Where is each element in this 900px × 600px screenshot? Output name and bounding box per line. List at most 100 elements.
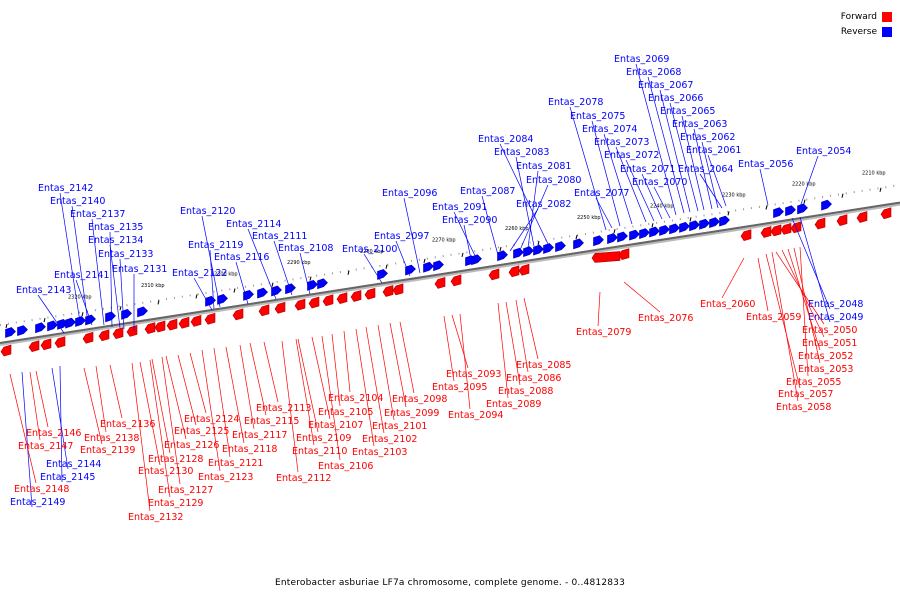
reverse-gene-arrow	[659, 225, 670, 236]
reverse-gene-label: Entas_2141	[54, 270, 109, 281]
forward-gene-label: Entas_2124	[184, 414, 239, 425]
forward-gene-leader	[189, 352, 207, 414]
forward-gene-arrow	[112, 327, 124, 339]
reverse-gene-label: Entas_2073	[594, 137, 649, 148]
forward-gene-arrow	[322, 294, 334, 307]
forward-gene-label: Entas_2126	[164, 440, 219, 451]
forward-gene-leader	[443, 315, 455, 382]
reverse-gene-arrow	[137, 306, 148, 318]
forward-gene-leader	[149, 359, 171, 498]
reverse-gene-arrow	[543, 243, 554, 254]
reverse-gene-label: Entas_2071	[620, 164, 675, 175]
reverse-gene-leader	[509, 208, 539, 252]
reverse-gene-arrow	[243, 289, 254, 301]
forward-gene-leader	[377, 324, 395, 421]
forward-gene-label: Entas_2106	[318, 461, 373, 472]
reverse-gene-arrow	[533, 244, 544, 256]
forward-gene-arrow	[618, 248, 630, 261]
reverse-gene-label: Entas_2066	[648, 93, 703, 104]
scale-tick	[271, 282, 274, 287]
forward-gene-label: Entas_2089	[486, 399, 541, 410]
reverse-gene-leader	[463, 224, 473, 265]
forward-gene-label: Entas_2118	[222, 444, 277, 455]
scale-tick	[575, 235, 578, 240]
axis-tick-label: 2220 kbp	[792, 181, 816, 187]
forward-gene-label: Entas_2130	[138, 466, 193, 477]
reverse-gene-arrow	[573, 238, 584, 250]
reverse-gene-leader	[91, 218, 105, 326]
scale-tick	[5, 323, 8, 329]
forward-gene-arrow	[488, 268, 500, 281]
forward-gene-leader	[365, 326, 385, 434]
forward-gene-leader	[225, 346, 245, 444]
forward-gene-leader	[623, 281, 661, 313]
scale-tick	[347, 270, 350, 275]
reverse-gene-arrow	[217, 294, 228, 305]
reverse-gene-leader	[527, 170, 539, 249]
forward-gene-label: Entas_2113	[256, 403, 311, 414]
reverse-gene-leader	[603, 133, 633, 225]
forward-gene-label: Entas_2085	[516, 360, 571, 371]
reverse-gene-leader	[273, 240, 293, 296]
reverse-gene-label: Entas_2078	[548, 97, 603, 108]
forward-gene-leader	[35, 370, 49, 428]
forward-gene-leader	[295, 338, 315, 446]
legend: Forward Reverse	[841, 9, 892, 39]
forward-gene-leader	[765, 253, 801, 389]
reverse-gene-leader	[635, 63, 677, 216]
forward-gene-leader	[151, 358, 171, 454]
forward-gene-label: Entas_2127	[158, 485, 213, 496]
reverse-gene-arrow	[593, 235, 604, 247]
forward-gene-arrow	[28, 340, 40, 353]
forward-gene-leader	[787, 248, 821, 351]
forward-gene-label: Entas_2104	[328, 393, 383, 404]
forward-gene-arrow	[178, 316, 190, 329]
reverse-gene-label: Entas_2100	[342, 244, 397, 255]
forward-gene-leader	[721, 257, 745, 299]
axis-tick-label: 2300 kbp	[214, 272, 238, 278]
reverse-gene-leader	[453, 211, 479, 263]
reverse-gene-label: Entas_2144	[46, 459, 101, 470]
forward-gene-leader	[161, 356, 181, 485]
reverse-gene-leader	[21, 371, 33, 508]
reverse-gene-label: Entas_2062	[680, 132, 735, 143]
reverse-gene-arrow	[121, 309, 132, 320]
reverse-gene-arrow	[257, 287, 268, 299]
reverse-gene-leader	[693, 128, 713, 210]
reverse-gene-leader	[625, 159, 655, 222]
forward-gene-arrow	[856, 211, 868, 223]
reverse-gene-label: Entas_2114	[226, 219, 281, 230]
reverse-gene-label: Entas_2080	[526, 175, 581, 186]
reverse-gene-arrow	[607, 233, 618, 244]
forward-gene-arrow	[336, 292, 348, 304]
reverse-gene-label: Entas_2133	[98, 249, 153, 260]
scale-tick	[841, 193, 844, 198]
forward-gene-label: Entas_2051	[802, 338, 857, 349]
reverse-gene-leader	[59, 365, 63, 483]
forward-gene-arrow	[40, 338, 52, 351]
forward-gene-arrow	[126, 325, 138, 337]
forward-gene-label: Entas_2132	[128, 512, 183, 523]
legend-forward-swatch	[882, 11, 892, 22]
reverse-gene-arrow	[497, 250, 508, 262]
reverse-gene-label: Entas_2067	[638, 80, 693, 91]
reverse-gene-arrow	[317, 278, 328, 290]
reverse-gene-leader	[707, 154, 727, 207]
forward-gene-label: Entas_2050	[802, 325, 857, 336]
forward-gene-label: Entas_2098	[392, 394, 447, 405]
reverse-gene-label: Entas_2090	[442, 215, 497, 226]
reverse-gene-leader	[235, 261, 249, 305]
forward-gene-label: Entas_2138	[84, 433, 139, 444]
forward-gene-label: Entas_2079	[576, 327, 631, 338]
forward-gene-label: Entas_2053	[798, 364, 853, 375]
reverse-gene-arrow	[719, 215, 730, 227]
forward-gene-label: Entas_2086	[506, 373, 561, 384]
reverse-gene-arrow	[307, 279, 318, 291]
forward-gene-label: Entas_2059	[746, 312, 801, 323]
scale-tick	[309, 276, 312, 281]
scale-tick	[689, 217, 692, 222]
forward-gene-label: Entas_2147	[18, 441, 73, 452]
forward-gene-leader	[131, 362, 151, 512]
reverse-gene-leader	[519, 184, 549, 251]
reverse-gene-leader	[569, 106, 607, 231]
